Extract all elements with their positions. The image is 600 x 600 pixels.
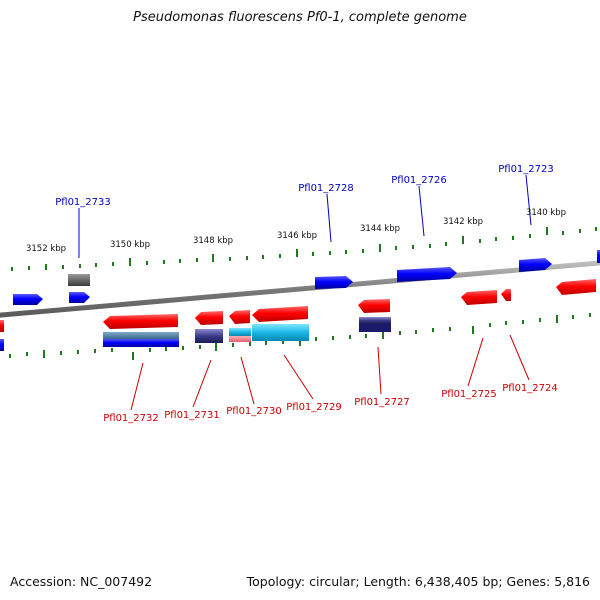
lower-tick-row <box>9 313 591 360</box>
bottom-leader-lines <box>130 334 530 411</box>
gene-arrow[interactable] <box>103 314 178 329</box>
scale-label: 3146 kbp <box>277 231 317 241</box>
gene-label[interactable]: Pfl01_2724 <box>502 383 558 394</box>
genome-title: Pseudomonas fluorescens Pf0-1, complete … <box>133 10 467 25</box>
gene-block[interactable] <box>252 324 309 341</box>
upper-tick-row <box>11 227 597 271</box>
gene-block[interactable] <box>195 329 223 343</box>
gene-block[interactable] <box>359 324 391 332</box>
gene-arrow[interactable] <box>315 276 353 289</box>
gene-arrow[interactable] <box>13 294 43 305</box>
gene-label[interactable]: Pfl01_2727 <box>354 397 410 408</box>
gene-label[interactable]: Pfl01_2728 <box>298 183 354 194</box>
top-leader-lines <box>78 174 532 258</box>
gene-label[interactable]: Pfl01_2732 <box>103 413 159 424</box>
gene-block[interactable] <box>103 339 179 347</box>
gene-block[interactable] <box>359 317 391 324</box>
accession-label: Accession: NC_007492 <box>10 574 153 589</box>
scale-labels: 3152 kbp 3150 kbp 3148 kbp 3146 kbp 3144… <box>26 208 566 254</box>
gene-arrow[interactable] <box>461 290 497 305</box>
forward-genes <box>13 250 600 305</box>
gene-arrow[interactable] <box>69 292 90 303</box>
gene-arrow[interactable] <box>195 311 223 325</box>
gene-arrow[interactable] <box>358 299 390 313</box>
gene-block[interactable] <box>597 250 600 263</box>
gene-arrow[interactable] <box>252 306 308 322</box>
bottom-gene-labels: Pfl01_2732 Pfl01_2731 Pfl01_2730 Pfl01_2… <box>103 383 558 424</box>
scale-label: 3140 kbp <box>526 208 566 218</box>
gene-block[interactable] <box>229 336 251 342</box>
gene-label[interactable]: Pfl01_2723 <box>498 164 554 175</box>
genome-info-label: Topology: circular; Length: 6,438,405 bp… <box>246 574 590 589</box>
top-gene-labels: Pfl01_2733 Pfl01_2728 Pfl01_2726 Pfl01_2… <box>55 164 554 208</box>
gene-arrow[interactable] <box>556 279 596 295</box>
scale-label: 3142 kbp <box>443 217 483 227</box>
reverse-genes <box>0 279 596 351</box>
gene-block[interactable] <box>229 328 251 336</box>
gene-label[interactable]: Pfl01_2730 <box>226 406 282 417</box>
scale-label: 3148 kbp <box>193 236 233 246</box>
gene-label[interactable]: Pfl01_2729 <box>286 402 342 413</box>
gene-block[interactable] <box>68 274 90 286</box>
scale-label: 3150 kbp <box>110 240 150 250</box>
gene-label[interactable]: Pfl01_2725 <box>441 389 497 400</box>
scale-label: 3144 kbp <box>360 224 400 234</box>
gene-label[interactable]: Pfl01_2726 <box>391 175 447 186</box>
gene-block[interactable] <box>0 320 4 332</box>
gene-block[interactable] <box>0 339 4 351</box>
gene-label[interactable]: Pfl01_2731 <box>164 410 220 421</box>
gene-arrow[interactable] <box>229 310 250 324</box>
gene-arrow[interactable] <box>519 258 552 272</box>
gene-arrow[interactable] <box>501 289 511 301</box>
scale-label: 3152 kbp <box>26 244 66 254</box>
gene-block[interactable] <box>103 332 179 339</box>
gene-label[interactable]: Pfl01_2733 <box>55 197 111 208</box>
gene-arrow[interactable] <box>397 267 457 282</box>
